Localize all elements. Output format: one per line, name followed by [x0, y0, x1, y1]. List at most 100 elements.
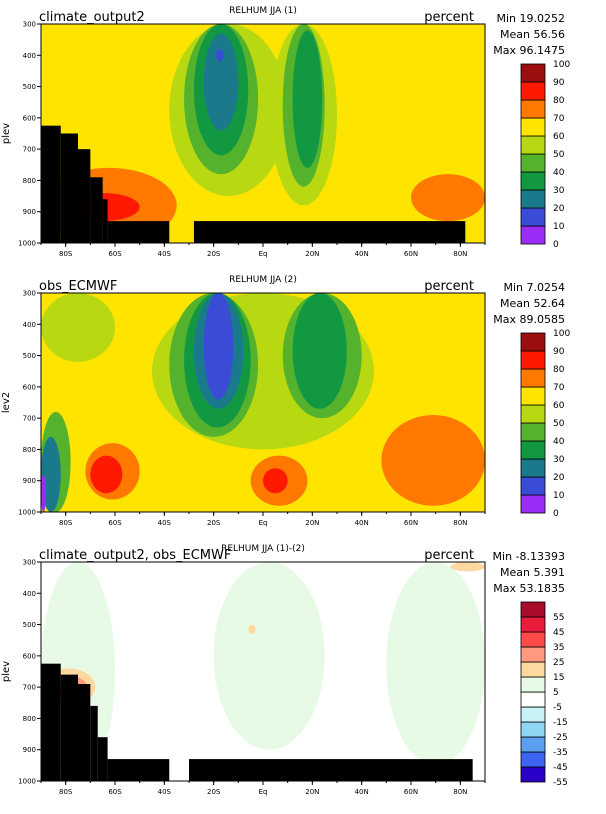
topography-mask-4 [97, 737, 108, 781]
colorbar-swatch [520, 766, 546, 783]
stat-1: Mean 5.391 [500, 566, 565, 579]
colorbar-label: 50 [553, 150, 565, 160]
contour-region-12 [90, 455, 123, 494]
colorbar-label: 80 [553, 365, 565, 375]
y-axis-label: lev2 [1, 392, 12, 413]
x-tick-label: 60N [404, 250, 418, 258]
colorbar-swatch [520, 676, 546, 693]
contour-region-6 [203, 33, 239, 131]
x-tick-label: 80S [59, 788, 73, 796]
contour-region-5 [292, 293, 347, 409]
topography-mask-3 [90, 705, 98, 781]
contour-region-14 [263, 468, 288, 494]
colorbar-swatch [520, 171, 546, 191]
topography-mask-2 [78, 149, 91, 243]
colorbar-swatch [520, 81, 546, 101]
x-tick-label: 60S [108, 250, 122, 258]
y-tick-label: 800 [23, 446, 36, 454]
x-tick-label: 20N [305, 519, 319, 527]
left-label: obs_ECMWF [39, 279, 117, 294]
stat-2: Max 53.1835 [493, 582, 565, 595]
colorbar-swatch [520, 153, 546, 173]
y-tick-label: 1000 [18, 240, 36, 248]
y-tick-label: 900 [23, 477, 36, 485]
y-axis-label: plev [1, 123, 12, 144]
topography-mask-1 [60, 133, 78, 243]
panel-1: 80S 60S 40S 20S Eq 20N 40N 60N 80N 300 400 500 600 70… [0, 0, 606, 268]
y-tick-label: 500 [23, 352, 36, 360]
y-tick-label: 400 [23, 52, 36, 60]
contour-region-3 [248, 624, 256, 634]
x-tick-label: 80N [453, 519, 467, 527]
contour-region-1 [41, 293, 115, 362]
colorbar-label: 10 [553, 222, 565, 232]
colorbar-label: 35 [553, 643, 564, 653]
x-tick-label: 20S [207, 519, 221, 527]
x-tick-label: 60S [108, 788, 122, 796]
x-tick-label: 20N [305, 788, 319, 796]
colorbar-label: 70 [553, 114, 565, 124]
chart-svg: 80S 60S 40S 20S Eq 20N 40N 60N 80N30040050060070… [1, 275, 570, 527]
contour-region-7 [450, 562, 485, 572]
y-tick-label: 300 [23, 559, 36, 567]
x-tick-label: 60N [404, 519, 418, 527]
colorbar-swatch [520, 99, 546, 119]
stat-0: Min -8.13393 [493, 550, 565, 563]
colorbar-label: 100 [553, 60, 570, 70]
colorbar-swatch [520, 368, 546, 388]
x-tick-label: 20S [207, 250, 221, 258]
stat-1: Mean 52.64 [500, 297, 565, 310]
left-label: climate_output2, obs_ECMWF [39, 548, 231, 563]
x-tick-label: 80N [453, 788, 467, 796]
y-tick-label: 600 [23, 652, 36, 660]
chart-svg: 80S 60S 40S 20S Eq 20N 40N 60N 80N30040050060070… [1, 6, 570, 258]
colorbar-label: -15 [553, 718, 568, 728]
units-label: percent [424, 548, 474, 563]
colorbar-label: 30 [553, 186, 565, 196]
topography-mask-5 [107, 759, 170, 781]
y-tick-label: 1000 [18, 509, 36, 517]
contour-region-7 [216, 49, 224, 62]
x-tick-label: 60S [108, 519, 122, 527]
colorbar-swatch [520, 706, 546, 723]
colorbar-label: 10 [553, 491, 565, 501]
colorbar-swatch [520, 332, 546, 352]
colorbar-swatch [520, 494, 546, 514]
colorbar-label: -25 [553, 733, 568, 743]
colorbar-label: 30 [553, 455, 565, 465]
colorbar-swatch [520, 691, 546, 708]
topography-mask-0 [41, 125, 61, 243]
colorbar-swatch [520, 631, 546, 648]
colorbar-swatch [520, 350, 546, 370]
chart-title: RELHUM JJA (2) [229, 275, 297, 285]
topography-mask-6 [189, 759, 473, 781]
units-label: percent [424, 279, 474, 294]
y-tick-label: 900 [23, 746, 36, 754]
stat-0: Min 7.0254 [503, 281, 565, 294]
panel-2: 80S 60S 40S 20S Eq 20N 40N 60N 80N 300 400 500 600 70… [0, 269, 606, 537]
x-tick-label: 40N [355, 519, 369, 527]
y-tick-label: 600 [23, 114, 36, 122]
colorbar-swatch [520, 135, 546, 155]
y-tick-label: 300 [23, 290, 36, 298]
colorbar-swatch [520, 422, 546, 442]
topography-mask-6 [193, 221, 466, 243]
y-tick-label: 900 [23, 208, 36, 216]
contour-region-10 [411, 174, 485, 222]
colorbar-swatch [520, 601, 546, 618]
y-tick-label: 800 [23, 177, 36, 185]
colorbar-swatch [520, 440, 546, 460]
colorbar-label: 80 [553, 96, 565, 106]
colorbar-label: 70 [553, 383, 565, 393]
y-tick-label: 700 [23, 415, 36, 423]
x-tick-label: 40S [158, 519, 172, 527]
colorbar-label: 45 [553, 628, 564, 638]
left-label: climate_output2 [39, 10, 145, 25]
colorbar-label: 55 [553, 613, 564, 623]
colorbar-swatch [520, 616, 546, 633]
x-tick-label: Eq [259, 519, 268, 527]
contour-region-2 [386, 562, 485, 766]
colorbar-label: 0 [553, 240, 559, 250]
x-tick-label: 80S [59, 519, 73, 527]
colorbar-label: 15 [553, 673, 564, 683]
